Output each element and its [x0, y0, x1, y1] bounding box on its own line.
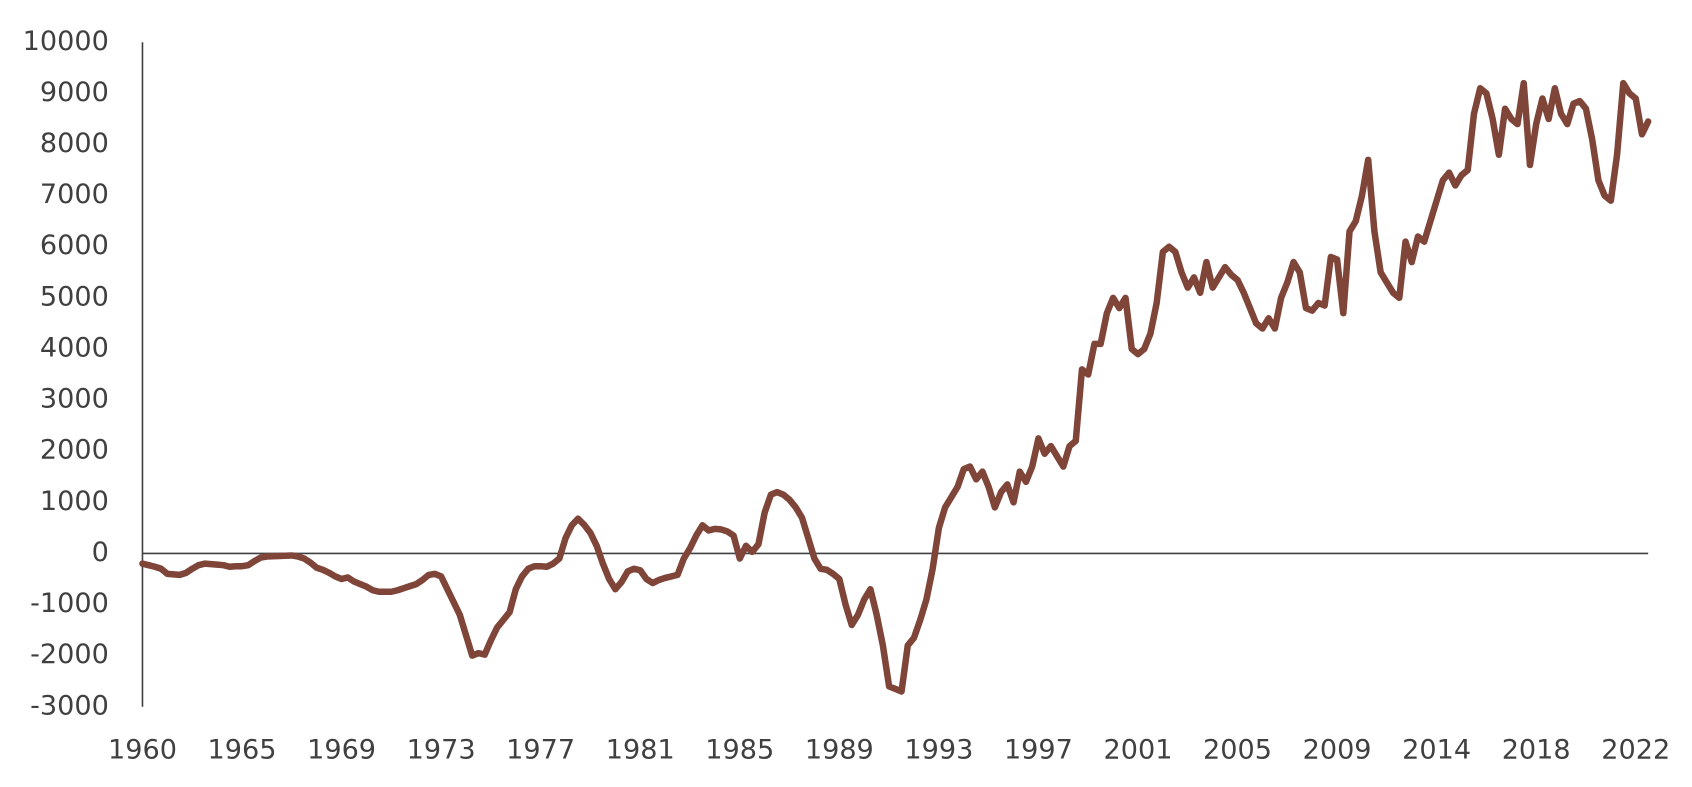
y-tick-label: 10000	[23, 26, 109, 57]
y-tick-label: -3000	[30, 690, 109, 721]
x-tick-label: 2001	[1104, 735, 1173, 766]
x-tick-label: 1965	[208, 735, 277, 766]
y-tick-label: 5000	[40, 281, 109, 312]
y-tick-label: 7000	[40, 179, 109, 210]
x-tick-label: 2014	[1402, 735, 1471, 766]
x-tick-label: 2009	[1303, 735, 1372, 766]
y-tick-label: 3000	[40, 384, 109, 415]
x-tick-label: 2005	[1203, 735, 1272, 766]
x-tick-label: 1981	[606, 735, 675, 766]
x-tick-label: 1985	[705, 735, 774, 766]
y-tick-label: 9000	[40, 77, 109, 108]
y-tick-label: 8000	[40, 128, 109, 159]
x-tick-label: 1973	[407, 735, 476, 766]
x-tick-label: 1997	[1004, 735, 1073, 766]
y-tick-label: 6000	[40, 230, 109, 261]
x-tick-label: 2022	[1601, 735, 1670, 766]
y-tick-label: 4000	[40, 332, 109, 363]
x-tick-label: 1960	[108, 735, 177, 766]
x-tick-label: 1989	[805, 735, 874, 766]
y-tick-label: -2000	[30, 639, 109, 670]
y-tick-label: 1000	[40, 486, 109, 517]
x-tick-label: 1977	[506, 735, 575, 766]
x-tick-label: 1969	[307, 735, 376, 766]
y-tick-label: -1000	[30, 588, 109, 619]
y-tick-label: 2000	[40, 435, 109, 466]
x-tick-label: 2018	[1502, 735, 1571, 766]
y-tick-label: 0	[92, 537, 109, 568]
x-tick-label: 1993	[904, 735, 973, 766]
data-line	[139, 79, 1652, 695]
